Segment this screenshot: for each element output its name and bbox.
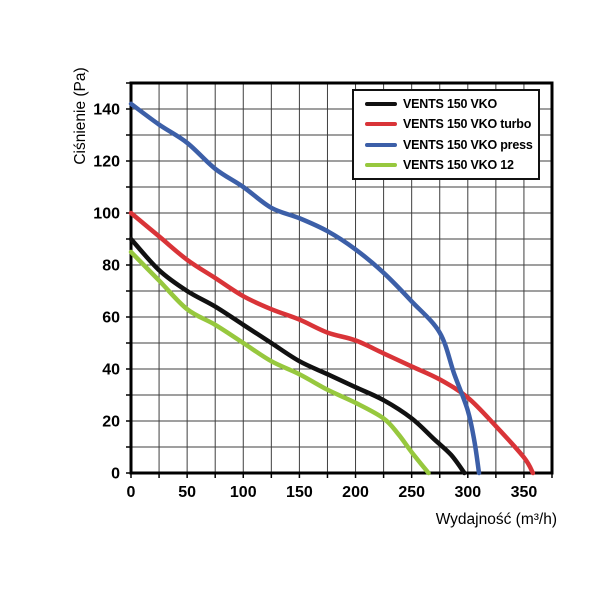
plot-border (129, 81, 554, 475)
curve-vents-150-vko-press (128, 101, 482, 476)
legend-item: VENTS 150 VKO turbo (365, 117, 538, 131)
curve-vents-150-vko-turbo (128, 210, 536, 476)
x-tick-label: 300 (454, 484, 481, 501)
x-axis-title: Wydajność (m³/h) (435, 511, 557, 528)
legend-label: VENTS 150 VKO press (403, 137, 533, 152)
legend-label: VENTS 150 VKO 12 (403, 157, 514, 172)
x-tick-label: 150 (286, 484, 313, 501)
y-tick-label: 120 (93, 154, 120, 171)
line-swatch-icon (365, 122, 397, 127)
x-tick-label: 100 (230, 484, 257, 501)
x-tick-label: 250 (398, 484, 425, 501)
x-tick-label: 350 (511, 484, 538, 501)
y-tick-label: 100 (93, 206, 120, 223)
y-axis-title: Ciśnienie (Pa) (72, 67, 89, 165)
y-tick-label: 0 (111, 466, 120, 483)
legend-label: VENTS 150 VKO (403, 97, 497, 112)
legend-item: VENTS 150 VKO (365, 97, 538, 111)
legend: VENTS 150 VKO VENTS 150 VKO turbo VENTS … (352, 89, 540, 180)
x-tick-label: 50 (178, 484, 196, 501)
y-tick-label: 80 (102, 258, 120, 275)
line-swatch-icon (365, 142, 397, 147)
x-tick-label: 0 (127, 484, 136, 501)
curve-vents-150-vko-12 (128, 249, 431, 476)
x-tick-label: 200 (342, 484, 369, 501)
legend-item: VENTS 150 VKO press (365, 138, 538, 152)
legend-item: VENTS 150 VKO 12 (365, 158, 538, 172)
y-tick-label: 60 (102, 310, 120, 327)
curve-vents-150-vko (128, 236, 467, 476)
line-swatch-icon (365, 162, 397, 167)
y-tick-label: 20 (102, 414, 120, 431)
line-swatch-icon (365, 102, 397, 107)
legend-label: VENTS 150 VKO turbo (403, 117, 532, 132)
y-tick-label: 140 (93, 102, 120, 119)
y-tick-label: 40 (102, 362, 120, 379)
